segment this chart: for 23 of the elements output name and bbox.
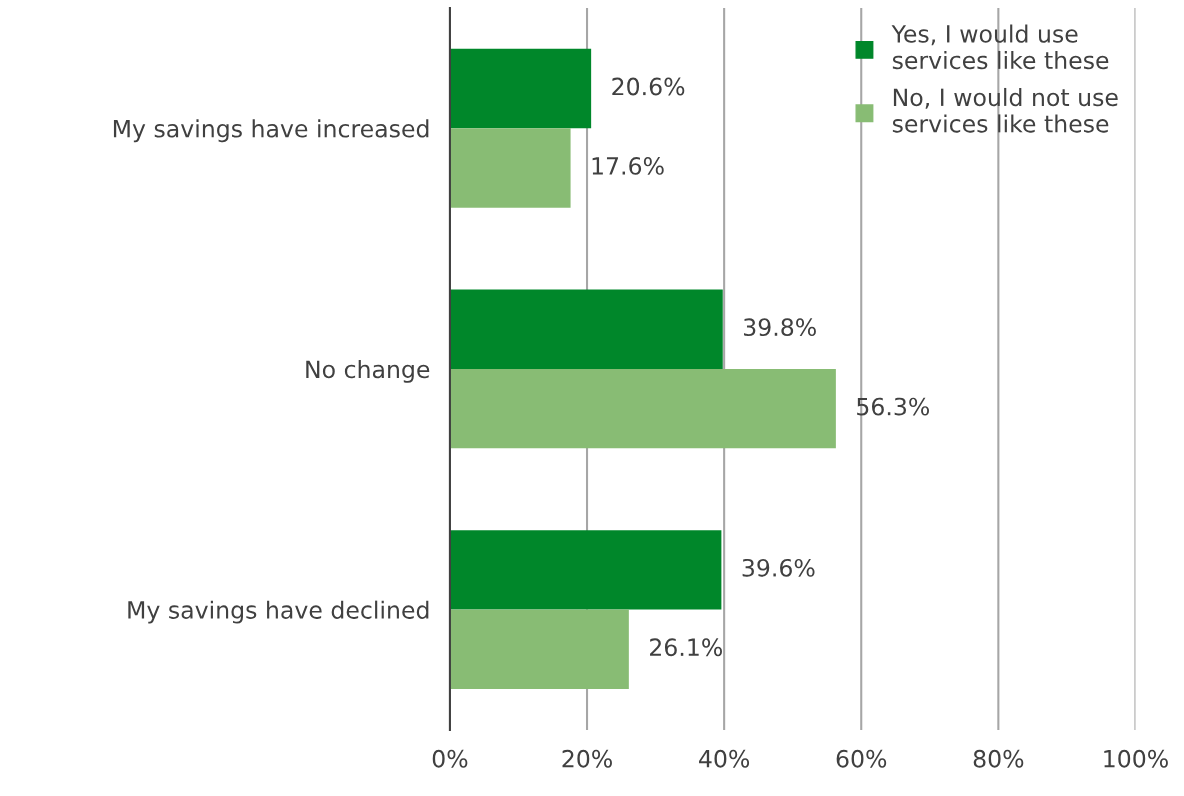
bar [449,128,571,208]
x-tick-label: 40% [699,749,750,768]
data-label: 39.6% [742,558,815,577]
legend-label: No, I would not use services like these [892,87,1118,133]
x-tick-label: 0% [432,749,468,768]
y-tick-label: No change [306,359,430,383]
data-label: 39.8% [744,318,816,337]
y-tick-label: My savings have declined [128,600,429,624]
y-tick-label: My savings have increased [113,119,429,143]
x-tick-label: 100% [1104,749,1168,768]
x-tick-label: 80% [973,749,1024,768]
bar [449,609,629,690]
data-label: 26.1% [650,638,722,657]
x-tick-label: 60% [836,749,887,768]
bar [449,48,592,129]
bar [449,530,722,610]
bar [449,289,723,369]
x-tick-label: 20% [562,749,612,768]
data-label: 56.3% [857,397,930,416]
data-label: 20.6% [612,77,685,96]
data-label: 17.6% [592,156,664,175]
legend-label: Yes, I would use services like these [891,24,1109,70]
bar [449,368,836,449]
